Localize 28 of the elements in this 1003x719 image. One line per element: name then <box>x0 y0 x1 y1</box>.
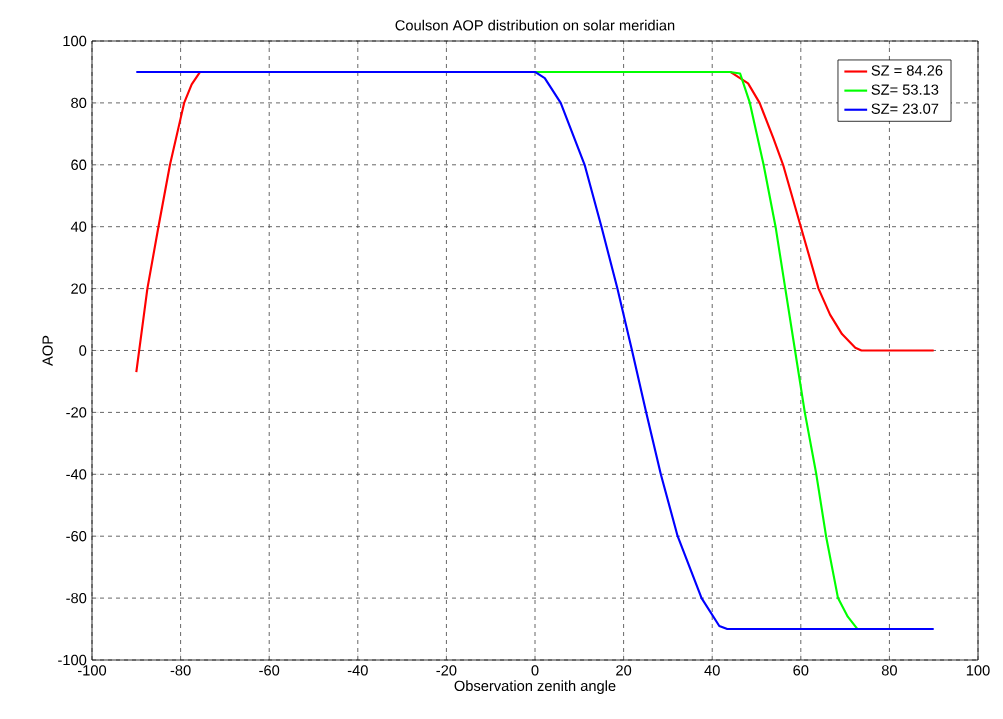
x-tick-label: 60 <box>793 665 809 676</box>
y-tick-label: 80 <box>71 97 87 109</box>
chart-title: Coulson AOP distribution on solar meridian <box>395 19 675 31</box>
y-tick-label: -20 <box>66 407 87 418</box>
x-tick-label: -80 <box>170 665 191 676</box>
legend-label: SZ= 53.13 <box>871 84 939 95</box>
x-tick-label: 40 <box>704 665 720 676</box>
y-tick-label: 40 <box>70 221 87 232</box>
legend-label: SZ= 23.07 <box>871 103 939 114</box>
x-tick-label: 0 <box>531 665 539 676</box>
line-series <box>533 70 859 631</box>
x-tick-label: 100 <box>966 665 990 676</box>
y-tick-label: 100 <box>63 35 87 47</box>
x-tick-label: -40 <box>347 665 368 676</box>
y-tick-label: 0 <box>79 345 87 356</box>
x-tick-label: -60 <box>259 665 280 676</box>
x-tick-label: -20 <box>436 665 457 676</box>
x-tick-label: 80 <box>881 665 897 676</box>
x-tick-label: 20 <box>616 665 632 676</box>
y-tick-label: 20 <box>71 283 87 294</box>
y-tick-label: -60 <box>66 531 87 542</box>
y-tick-label: -100 <box>58 654 87 666</box>
y-tick-label: 60 <box>71 159 87 170</box>
y-tick-label: -40 <box>66 469 87 480</box>
y-tick-label: -80 <box>66 592 87 604</box>
x-axis-title: Observation zenith angle <box>454 680 616 694</box>
legend-label: SZ = 84.26 <box>871 65 943 76</box>
y-axis-title: AOP <box>42 335 53 366</box>
